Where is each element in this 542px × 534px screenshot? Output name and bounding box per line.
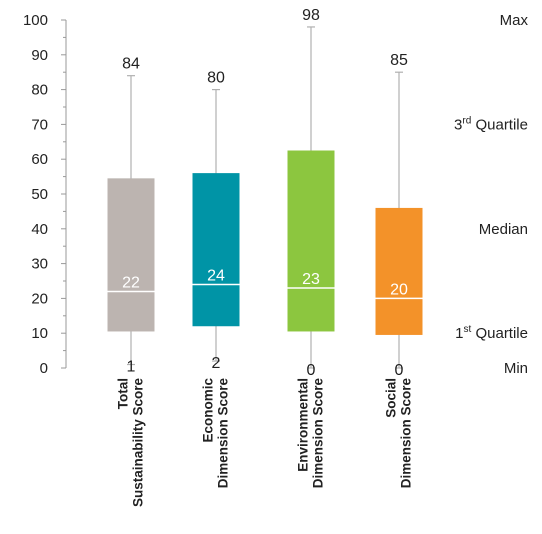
box-iqr xyxy=(375,207,423,335)
median-value-label: 20 xyxy=(390,281,408,298)
legend-label: Median xyxy=(479,221,528,238)
category-label: Dimension Score xyxy=(311,378,326,489)
legend-label: Max xyxy=(500,12,529,29)
y-tick-label: 40 xyxy=(31,221,48,238)
max-value-label: 80 xyxy=(207,70,225,87)
median-value-label: 24 xyxy=(207,267,225,284)
y-tick-label: 20 xyxy=(31,290,48,307)
category-label: Dimension Score xyxy=(216,378,231,489)
min-value-label: 1 xyxy=(127,359,136,376)
category-label: Economic xyxy=(201,378,216,443)
y-tick-label: 50 xyxy=(31,186,48,203)
max-value-label: 98 xyxy=(302,7,320,24)
box-iqr xyxy=(107,178,155,332)
legend-label: Min xyxy=(504,360,528,377)
category-label: Total xyxy=(116,378,131,409)
legend-label: 3rd Quartile xyxy=(454,115,528,133)
y-tick-label: 30 xyxy=(31,256,48,273)
category-label: Dimension Score xyxy=(399,378,414,489)
median-value-label: 22 xyxy=(122,274,140,291)
max-value-label: 85 xyxy=(390,52,408,69)
y-tick-label: 90 xyxy=(31,47,48,64)
y-tick-label: 80 xyxy=(31,82,48,99)
category-label: Social xyxy=(384,378,399,418)
box-iqr xyxy=(192,173,240,327)
category-label: Environmental xyxy=(296,378,311,472)
median-value-label: 23 xyxy=(302,271,320,288)
max-value-label: 84 xyxy=(122,56,140,73)
min-value-label: 0 xyxy=(307,362,316,379)
min-value-label: 2 xyxy=(212,355,221,372)
category-label: Sustainability Score xyxy=(131,378,146,508)
y-tick-label: 0 xyxy=(40,360,48,377)
legend-label: 1st Quartile xyxy=(455,324,528,342)
box-iqr xyxy=(287,150,335,332)
y-tick-label: 100 xyxy=(23,12,48,29)
y-tick-label: 10 xyxy=(31,325,48,342)
y-tick-label: 60 xyxy=(31,151,48,168)
min-value-label: 0 xyxy=(395,362,404,379)
y-tick-label: 70 xyxy=(31,116,48,133)
